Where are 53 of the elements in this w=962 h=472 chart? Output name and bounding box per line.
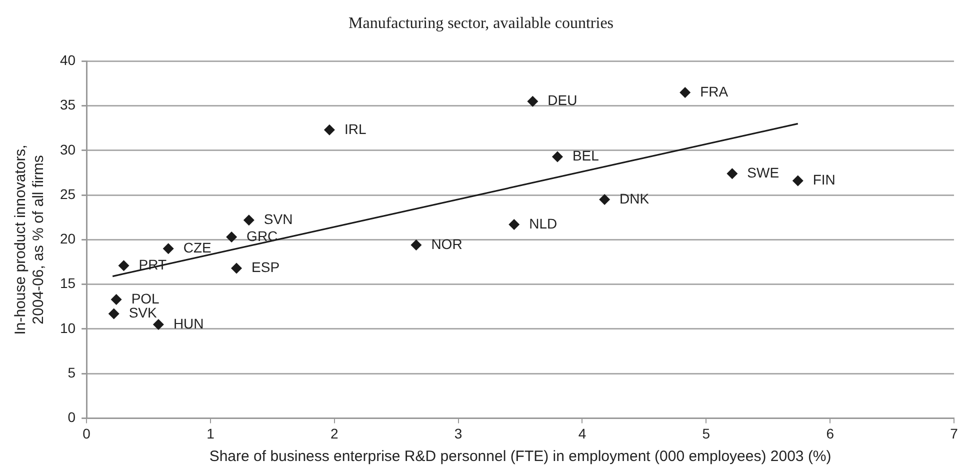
y-tick-label: 20: [60, 230, 76, 247]
x-tick-label: 2: [330, 425, 339, 442]
annotation: NOR: [431, 236, 462, 252]
annotation: HUN: [173, 315, 204, 332]
point: [726, 168, 738, 180]
y-tick-label: 30: [60, 141, 76, 158]
annotation: CZE: [183, 239, 212, 256]
point: [162, 243, 174, 254]
point: [527, 96, 538, 107]
annotation: POL: [131, 290, 160, 306]
point: [231, 262, 242, 274]
point: [410, 240, 422, 251]
annotation: SWE: [747, 164, 780, 181]
y-tick-label: 10: [60, 320, 76, 336]
point: [118, 260, 130, 272]
x-tick-label: 1: [206, 425, 215, 442]
point: [792, 175, 804, 186]
x-tick-label: 4: [578, 425, 586, 442]
annotation: IRL: [344, 120, 366, 137]
point: [152, 318, 164, 330]
annotation: FRA: [700, 83, 729, 100]
annotation: ESP: [252, 259, 280, 276]
point: [108, 308, 120, 320]
annotation: SVK: [128, 304, 158, 321]
point: [110, 294, 122, 305]
chart-title: Manufacturing sector, available countries: [348, 14, 614, 32]
point: [680, 86, 691, 98]
annotation: GRC: [246, 228, 278, 244]
x-tick-label: 6: [826, 425, 834, 442]
annotation: FIN: [812, 172, 836, 188]
x-tick-label: 0: [82, 425, 91, 442]
point: [552, 151, 563, 162]
y-tick-label: 25: [60, 186, 76, 202]
annotation: SVN: [264, 210, 293, 227]
x-tick-label: 7: [950, 425, 958, 442]
x-tick-label: 3: [454, 425, 462, 442]
point: [599, 194, 610, 206]
point: [226, 232, 238, 243]
annotation: DEU: [548, 92, 578, 108]
y-tick-label: 15: [60, 275, 76, 292]
point: [508, 219, 520, 230]
y-tick-label: 40: [60, 52, 76, 68]
point: [324, 124, 335, 136]
x-tick-label: 5: [702, 425, 710, 442]
y-tick-label: 0: [68, 409, 76, 426]
annotation: BEL: [572, 148, 600, 164]
y-tick-label: 35: [60, 96, 76, 113]
annotation: DNK: [620, 190, 650, 206]
y-axis-title: In-house product innovators, 2004-06, as % of all firms: [12, 144, 48, 335]
x-axis-title: Share of business enterprise R&D personnel (FTE) in employment (000 employees) 2003 (%): [209, 448, 832, 466]
annotation: NLD: [529, 215, 558, 232]
y-tick-label: 5: [68, 364, 76, 380]
point: [243, 214, 254, 226]
